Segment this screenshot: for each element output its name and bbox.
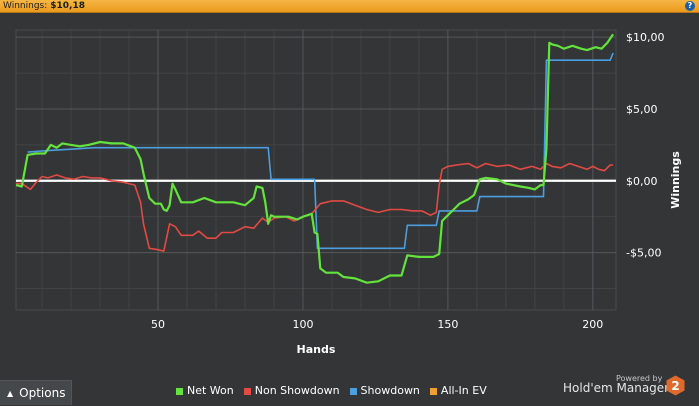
legend-label: Net Won [187, 384, 234, 397]
brand-name: Hold'em Manager [563, 381, 670, 395]
y-tick-label: $0,00 [626, 175, 658, 188]
legend-item[interactable]: Non Showdown [243, 384, 340, 397]
chart-legend: Net Won Non Showdown Showdown All-In EV [176, 384, 497, 398]
winnings-chart: 50 100 150 200 $10,00 $5,00 $0,00 -$5,00 Hands Wi… [15, 29, 682, 353]
legend-label: All-In EV [440, 384, 487, 397]
series-line-net-won [15, 33, 615, 284]
header-bar: Winnings: $10,18 ? [0, 0, 699, 13]
x-axis-title: Hands [297, 343, 336, 353]
winnings-label: Winnings: [3, 1, 48, 11]
x-tick-label: 150 [437, 318, 458, 331]
winnings-value: $10,18 [50, 1, 85, 11]
legend-swatch [243, 387, 251, 395]
caret-up-icon: ▲ [7, 388, 14, 398]
question-icon[interactable]: ? [685, 1, 695, 11]
y-axis-title: Winnings [669, 151, 682, 209]
legend-label: Non Showdown [254, 384, 340, 397]
options-button[interactable]: ▲ Options [0, 380, 72, 405]
x-tick-label: 100 [292, 318, 313, 331]
legend-item[interactable]: All-In EV [429, 384, 487, 397]
winnings-summary: Winnings: $10,18 [3, 0, 85, 12]
legend-item[interactable]: Showdown [349, 384, 420, 397]
brand-logo-icon: 2 [666, 375, 685, 396]
y-tick-label: $5,00 [626, 103, 658, 116]
x-tick-label: 50 [151, 318, 165, 331]
legend-label: Showdown [360, 384, 420, 397]
legend-swatch [349, 387, 357, 395]
legend-item[interactable]: Net Won [176, 384, 234, 397]
x-tick-label: 200 [582, 318, 603, 331]
y-tick-label: $10,00 [626, 31, 665, 44]
powered-by-text: Powered by [616, 374, 663, 383]
options-label: Options [19, 386, 66, 400]
y-tick-label: -$5,00 [626, 247, 661, 260]
legend-swatch [176, 387, 183, 395]
plot-area [15, 29, 617, 311]
legend-swatch [429, 387, 437, 395]
brand-badge-text: 2 [671, 379, 679, 393]
